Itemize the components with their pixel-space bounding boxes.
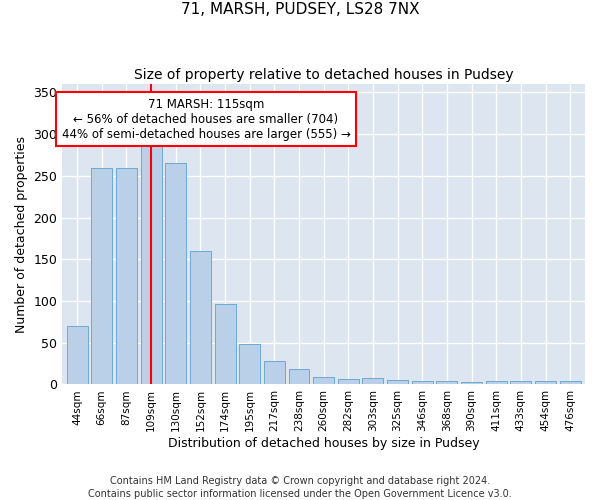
Text: 71 MARSH: 115sqm
← 56% of detached houses are smaller (704)
44% of semi-detached: 71 MARSH: 115sqm ← 56% of detached house… (62, 98, 350, 140)
Bar (511, 381, 532, 384)
Text: Contains HM Land Registry data © Crown copyright and database right 2024.
Contai: Contains HM Land Registry data © Crown c… (88, 476, 512, 499)
Bar (362, 378, 383, 384)
Bar (289, 370, 310, 384)
Bar (116, 168, 137, 384)
Title: Size of property relative to detached houses in Pudsey: Size of property relative to detached ho… (134, 68, 514, 82)
Bar (190, 251, 211, 384)
Bar (412, 381, 433, 384)
Bar (486, 381, 507, 384)
Bar (387, 380, 408, 384)
Bar (239, 344, 260, 385)
Y-axis label: Number of detached properties: Number of detached properties (15, 136, 28, 333)
Bar (67, 326, 88, 384)
Bar (560, 381, 581, 384)
Bar (535, 381, 556, 384)
Text: 71, MARSH, PUDSEY, LS28 7NX: 71, MARSH, PUDSEY, LS28 7NX (181, 2, 419, 18)
Bar (338, 380, 359, 384)
Bar (140, 141, 161, 384)
Bar (215, 304, 236, 384)
X-axis label: Distribution of detached houses by size in Pudsey: Distribution of detached houses by size … (168, 437, 479, 450)
Bar (264, 361, 285, 384)
Bar (461, 382, 482, 384)
Bar (165, 164, 186, 384)
Bar (436, 381, 457, 384)
Bar (91, 168, 112, 384)
Bar (313, 377, 334, 384)
